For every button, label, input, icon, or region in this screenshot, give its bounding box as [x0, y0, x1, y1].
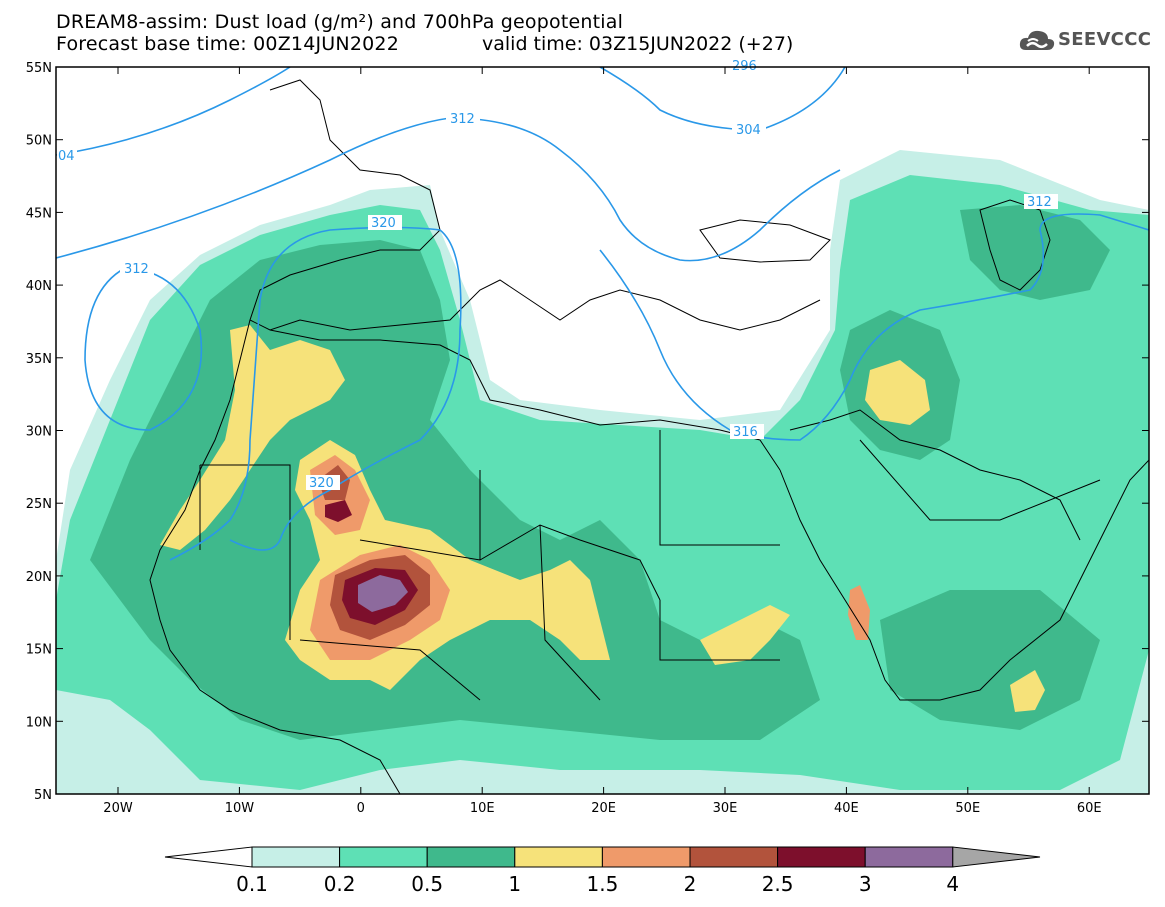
dust-level-0.5-caspian — [960, 205, 1110, 300]
dust-level-1-arabia — [865, 360, 930, 425]
contour-312-north — [56, 117, 841, 262]
africa-med-coast — [269, 329, 781, 471]
dust-level-1 — [160, 325, 345, 550]
contour-label: 312 — [1027, 195, 1052, 210]
colorbar-label: 0.1 — [236, 872, 268, 896]
dust-level-2.5-north — [325, 500, 352, 522]
colorbar-swatch — [426, 846, 516, 868]
lat-label: 50N — [26, 134, 52, 149]
contour-label: 312 — [450, 112, 475, 127]
country-borders — [199, 430, 1101, 701]
colorbar-label: 0.2 — [324, 872, 356, 896]
logo-text: SEEVCCC — [1058, 29, 1152, 50]
contour-label: 316 — [733, 425, 758, 440]
forecast-base-time: Forecast base time: 00Z14JUN2022 — [56, 33, 399, 55]
colorbar-swatch — [251, 846, 341, 868]
lon-label: 20E — [591, 801, 616, 816]
contour-312-ring — [84, 267, 203, 431]
lat-label: 30N — [26, 425, 52, 440]
africa-north-coast — [149, 319, 401, 794]
contour-304 — [599, 67, 846, 131]
cloud-icon — [1019, 30, 1055, 50]
longitude-ticks: 20W 10W 0 10E 20E 30E 40E 50E 60E — [103, 67, 1102, 816]
colorbar-swatch — [601, 846, 691, 868]
arabia-coast — [789, 409, 1081, 541]
map-title-line1: DREAM8-assim: Dust load (g/m²) and 700hP… — [56, 11, 624, 33]
contour-label: 320 — [371, 216, 396, 231]
lat-label: 20N — [26, 570, 52, 585]
valid-time: valid time: 03Z15JUN2022 (+27) — [482, 33, 794, 55]
contour-316 — [599, 213, 1149, 441]
colorbar-swatch — [339, 846, 428, 868]
lat-label: 10N — [26, 715, 52, 730]
dust-load-map: 312 304 312 320 312 320 316 04 296 55N 50… — [26, 59, 1150, 816]
lon-label: 0 — [357, 801, 365, 816]
colorbar: 0.1 0.2 0.5 1 1.5 2 2.5 3 4 — [164, 846, 1041, 896]
contour-312-west — [56, 67, 291, 156]
dust-level-1-oman — [1010, 670, 1045, 712]
contour-label: 04 — [58, 149, 75, 164]
lat-label: 40N — [26, 279, 52, 294]
colorbar-swatch — [777, 846, 866, 868]
colorbar-label: 3 — [859, 872, 872, 896]
dust-level-0.5-east — [880, 590, 1100, 730]
seevccc-logo: SEEVCCC — [1018, 26, 1158, 58]
contour-labels: 312 304 312 320 312 320 316 04 296 — [57, 59, 1058, 491]
dust-fields — [56, 150, 1149, 794]
lat-label: 5N — [34, 788, 52, 803]
colorbar-swatch — [689, 846, 779, 868]
lat-label: 25N — [26, 497, 52, 512]
contour-label: 312 — [124, 262, 149, 277]
colorbar-over-arrow — [952, 846, 1041, 868]
colorbar-label: 4 — [946, 872, 959, 896]
lat-label: 35N — [26, 352, 52, 367]
latitude-ticks: 55N 50N 45N 40N 35N 30N 25N 20N 15N 10N 5N — [26, 61, 1149, 803]
colorbar-swatch — [864, 846, 954, 868]
lon-label: 60E — [1077, 801, 1102, 816]
lat-label: 45N — [26, 206, 52, 221]
lon-label: 50E — [955, 801, 980, 816]
europe-coast — [249, 79, 821, 331]
redsea-coast — [779, 459, 1149, 701]
lon-label: 10E — [470, 801, 495, 816]
lat-label: 15N — [26, 643, 52, 658]
dust-level-1.5-redsea — [848, 585, 870, 640]
dust-level-3 — [358, 575, 408, 612]
lon-label: 20W — [103, 801, 133, 816]
geopotential-contours — [56, 67, 1149, 561]
colorbar-under-arrow — [164, 846, 253, 868]
dust-level-1-sudan — [700, 605, 790, 665]
colorbar-label: 2 — [684, 872, 697, 896]
blacksea-coast — [699, 219, 831, 263]
colorbar-label: 2.5 — [762, 872, 794, 896]
contour-320 — [169, 226, 462, 561]
colorbar-label: 1 — [508, 872, 521, 896]
caspian-coast — [979, 199, 1051, 291]
colorbar-swatch — [514, 846, 603, 868]
lat-label: 55N — [26, 61, 52, 76]
lon-label: 40E — [834, 801, 859, 816]
contour-label: 304 — [736, 123, 761, 138]
lon-label: 30E — [713, 801, 738, 816]
lon-label: 10W — [225, 801, 255, 816]
colorbar-label: 0.5 — [411, 872, 443, 896]
coastlines — [149, 79, 1149, 794]
colorbar-label: 1.5 — [586, 872, 618, 896]
contour-label: 320 — [309, 476, 334, 491]
